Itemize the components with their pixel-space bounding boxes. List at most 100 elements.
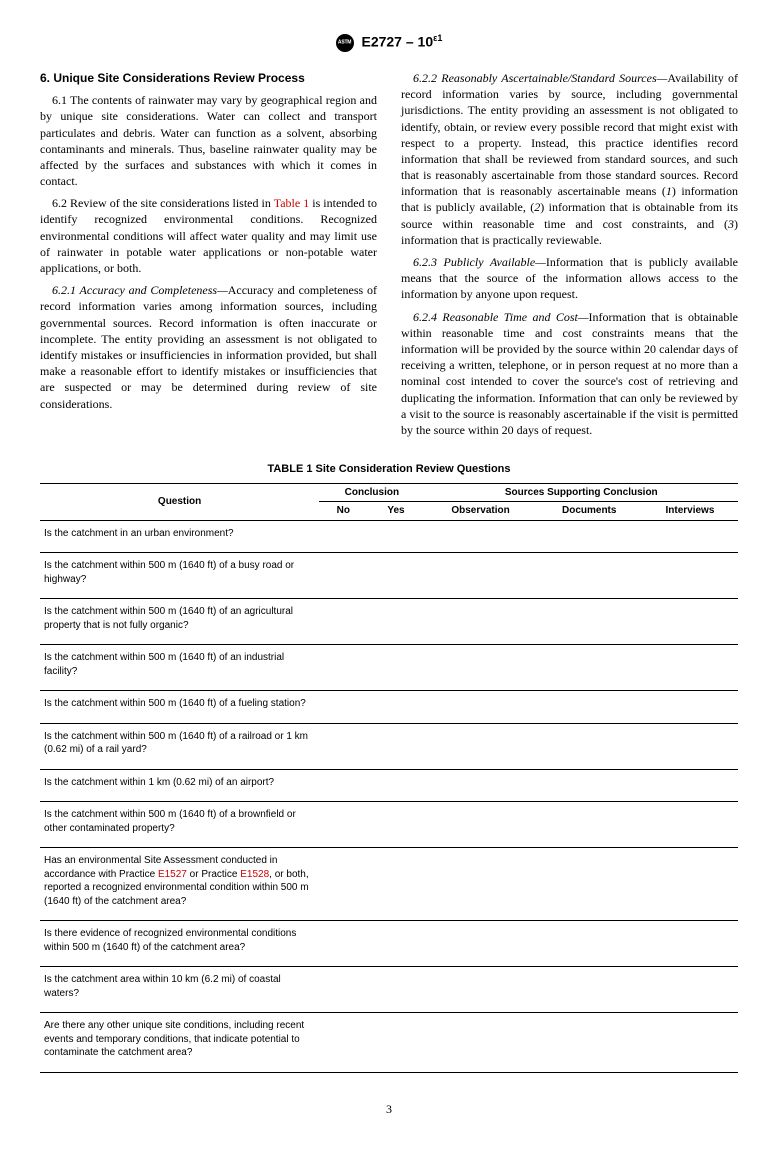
empty-cell: [537, 599, 642, 645]
page-header: E2727 – 10ε1: [40, 32, 738, 52]
question-cell: Is the catchment in an urban environment…: [40, 520, 319, 553]
p622-head: 6.2.2 Reasonably Ascertainable/Standard …: [413, 71, 667, 85]
empty-cell: [425, 553, 537, 599]
empty-cell: [425, 723, 537, 769]
designation-text: E2727 – 10: [361, 34, 433, 50]
table-row: Are there any other unique site conditio…: [40, 1013, 738, 1073]
empty-cell: [319, 599, 367, 645]
th-documents: Documents: [537, 502, 642, 521]
table-title: TABLE 1 Site Consideration Review Questi…: [40, 462, 738, 477]
th-yes: Yes: [367, 502, 424, 521]
empty-cell: [425, 967, 537, 1013]
empty-cell: [367, 1013, 424, 1073]
question-cell: Has an environmental Site Assessment con…: [40, 848, 319, 921]
th-no: No: [319, 502, 367, 521]
designation-superscript: ε1: [433, 33, 442, 43]
table-row: Is the catchment area within 10 km (6.2 …: [40, 967, 738, 1013]
empty-cell: [537, 769, 642, 802]
empty-cell: [537, 645, 642, 691]
empty-cell: [319, 769, 367, 802]
empty-cell: [319, 802, 367, 848]
table-row: Is the catchment within 1 km (0.62 mi) o…: [40, 769, 738, 802]
empty-cell: [425, 921, 537, 967]
p621-head: 6.2.1 Accuracy and Completeness—: [52, 283, 228, 297]
section-heading: 6. Unique Site Considerations Review Pro…: [40, 70, 377, 86]
empty-cell: [642, 553, 738, 599]
empty-cell: [319, 691, 367, 724]
empty-cell: [537, 553, 642, 599]
empty-cell: [425, 645, 537, 691]
empty-cell: [319, 921, 367, 967]
empty-cell: [425, 802, 537, 848]
paragraph-6-2-1: 6.2.1 Accuracy and Completeness—Accuracy…: [40, 282, 377, 412]
empty-cell: [642, 967, 738, 1013]
empty-cell: [537, 1013, 642, 1073]
empty-cell: [367, 520, 424, 553]
empty-cell: [537, 802, 642, 848]
question-cell: Is the catchment within 500 m (1640 ft) …: [40, 645, 319, 691]
th-observation: Observation: [425, 502, 537, 521]
th-interviews: Interviews: [642, 502, 738, 521]
empty-cell: [425, 520, 537, 553]
empty-cell: [367, 645, 424, 691]
question-cell: Is the catchment area within 10 km (6.2 …: [40, 967, 319, 1013]
empty-cell: [425, 848, 537, 921]
question-cell: Is the catchment within 500 m (1640 ft) …: [40, 723, 319, 769]
question-cell: Is the catchment within 1 km (0.62 mi) o…: [40, 769, 319, 802]
empty-cell: [367, 769, 424, 802]
empty-cell: [425, 691, 537, 724]
empty-cell: [537, 921, 642, 967]
table-row: Has an environmental Site Assessment con…: [40, 848, 738, 921]
empty-cell: [642, 599, 738, 645]
table-row: Is the catchment within 500 m (1640 ft) …: [40, 723, 738, 769]
paragraph-6-2-3: 6.2.3 Publicly Available—Information tha…: [401, 254, 738, 303]
paragraph-6-2: 6.2 Review of the site considerations li…: [40, 195, 377, 276]
empty-cell: [642, 921, 738, 967]
empty-cell: [319, 520, 367, 553]
empty-cell: [367, 553, 424, 599]
empty-cell: [319, 723, 367, 769]
th-sources: Sources Supporting Conclusion: [425, 483, 738, 502]
question-cell: Is the catchment within 500 m (1640 ft) …: [40, 553, 319, 599]
table-row: Is the catchment within 500 m (1640 ft) …: [40, 691, 738, 724]
p62-text-a: 6.2 Review of the site considerations li…: [52, 196, 274, 210]
table-row: Is the catchment in an urban environment…: [40, 520, 738, 553]
table-row: Is there evidence of recognized environm…: [40, 921, 738, 967]
empty-cell: [537, 723, 642, 769]
body-columns: 6. Unique Site Considerations Review Pro…: [40, 70, 738, 438]
empty-cell: [642, 769, 738, 802]
astm-logo-icon: [336, 34, 354, 52]
empty-cell: [319, 848, 367, 921]
empty-cell: [367, 848, 424, 921]
question-cell: Are there any other unique site conditio…: [40, 1013, 319, 1073]
site-consideration-table: Question Conclusion Sources Supporting C…: [40, 483, 738, 1073]
empty-cell: [319, 1013, 367, 1073]
p624-body: Information that is obtainable within re…: [401, 310, 738, 437]
question-cell: Is the catchment within 500 m (1640 ft) …: [40, 802, 319, 848]
table-1-reference: Table 1: [274, 196, 310, 210]
th-question: Question: [40, 483, 319, 520]
empty-cell: [367, 802, 424, 848]
empty-cell: [367, 921, 424, 967]
empty-cell: [425, 1013, 537, 1073]
empty-cell: [367, 691, 424, 724]
table-row: Is the catchment within 500 m (1640 ft) …: [40, 802, 738, 848]
empty-cell: [319, 553, 367, 599]
table-row: Is the catchment within 500 m (1640 ft) …: [40, 553, 738, 599]
p623-head: 6.2.3 Publicly Available—: [413, 255, 546, 269]
question-cell: Is the catchment within 500 m (1640 ft) …: [40, 599, 319, 645]
empty-cell: [319, 645, 367, 691]
table-row: Is the catchment within 500 m (1640 ft) …: [40, 599, 738, 645]
th-conclusion: Conclusion: [319, 483, 424, 502]
empty-cell: [642, 520, 738, 553]
empty-cell: [537, 691, 642, 724]
paragraph-6-2-4: 6.2.4 Reasonable Time and Cost—Informati…: [401, 309, 738, 439]
table-row: Is the catchment within 500 m (1640 ft) …: [40, 645, 738, 691]
empty-cell: [425, 599, 537, 645]
empty-cell: [537, 520, 642, 553]
p621-body: Accuracy and completeness of record info…: [40, 283, 377, 410]
paragraph-6-2-2: 6.2.2 Reasonably Ascertainable/Standard …: [401, 70, 738, 248]
empty-cell: [642, 691, 738, 724]
empty-cell: [642, 1013, 738, 1073]
empty-cell: [642, 848, 738, 921]
